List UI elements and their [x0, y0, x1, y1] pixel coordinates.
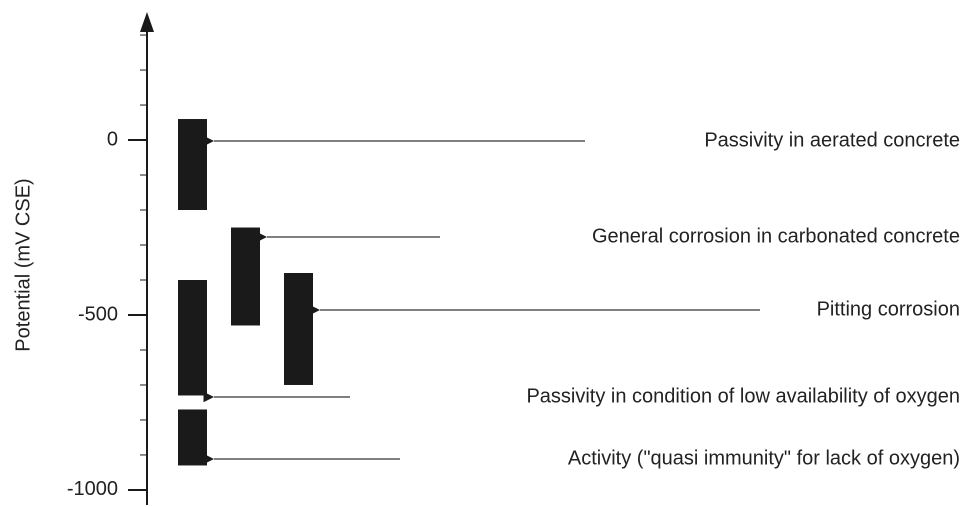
annotation-label: Pitting corrosion — [817, 298, 960, 320]
axis-arrow — [140, 12, 154, 32]
range-bar — [284, 272, 313, 385]
y-tick-label: -1000 — [67, 478, 118, 500]
annotation-label: Activity ("quasi immunity" for lack of o… — [568, 447, 960, 469]
range-bar — [178, 409, 207, 466]
annotation-label: Passivity in aerated concrete — [704, 129, 960, 151]
range-bar — [178, 279, 207, 396]
y-axis-label: Potential (mV CSE) — [12, 178, 34, 351]
range-bar — [178, 119, 207, 211]
annotation-label: General corrosion in carbonated concrete — [592, 225, 960, 247]
y-tick-label: 0 — [107, 128, 118, 150]
annotation-label: Passivity in condition of low availabili… — [526, 385, 960, 407]
range-bar — [231, 227, 260, 326]
y-tick-label: -500 — [78, 303, 118, 325]
